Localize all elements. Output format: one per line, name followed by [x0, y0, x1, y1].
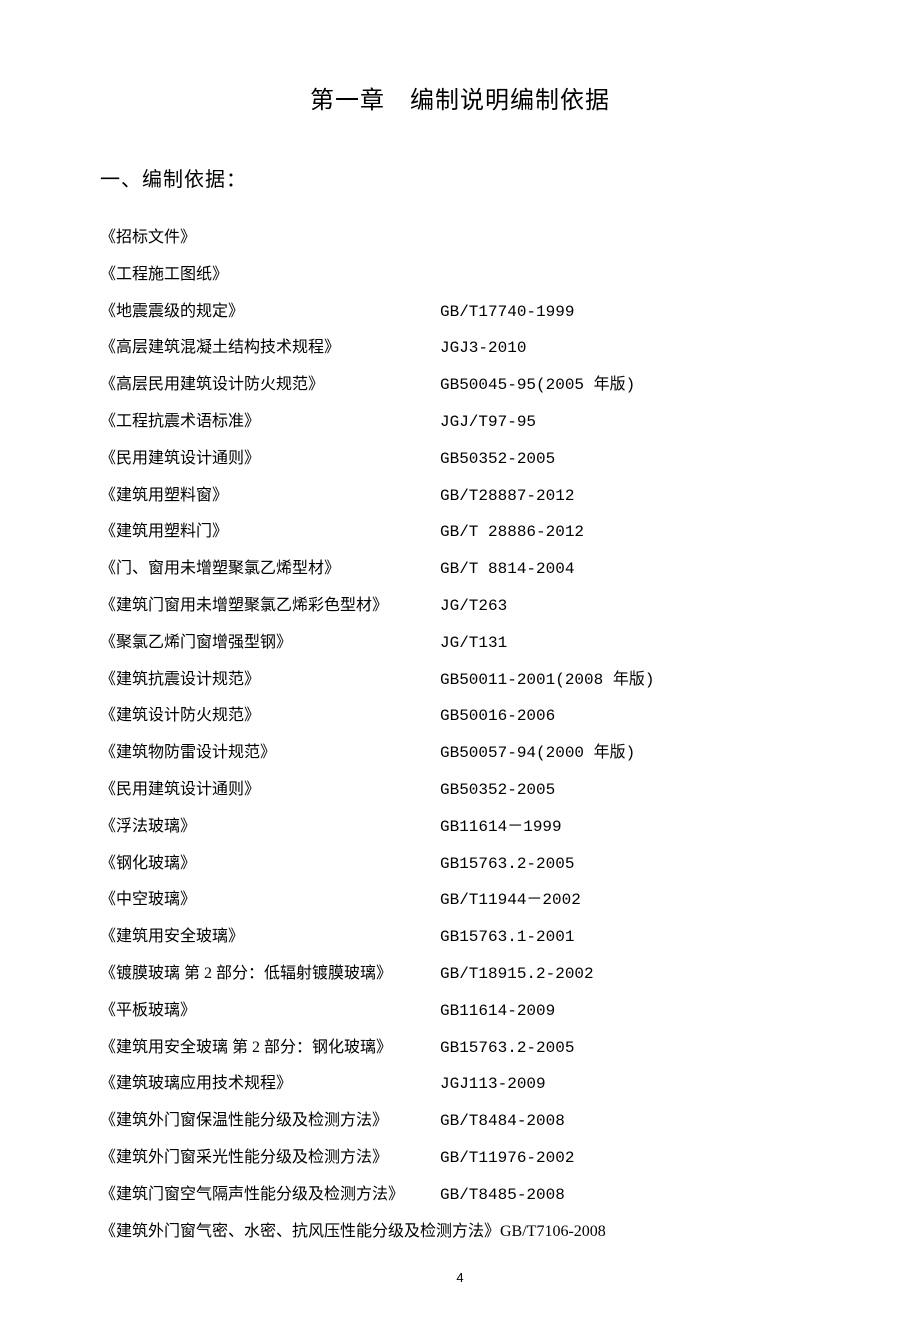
reference-line: 《建筑玻璃应用技术规程》JGJ113-2009 — [100, 1066, 820, 1103]
reference-code: GB/T17740-1999 — [440, 294, 574, 331]
reference-list: 《招标文件》《工程施工图纸》《地震震级的规定》GB/T17740-1999《高层… — [100, 220, 820, 1214]
reference-code: GB50045-95(2005 年版) — [440, 367, 635, 404]
reference-line: 《工程抗震术语标准》JGJ/T97-95 — [100, 404, 820, 441]
reference-line: 《高层民用建筑设计防火规范》GB50045-95(2005 年版) — [100, 367, 820, 404]
reference-line-last: 《建筑外门窗气密、水密、抗风压性能分级及检测方法》GB/T7106-2008 — [100, 1214, 820, 1251]
reference-code: GB15763.1-2001 — [440, 919, 574, 956]
reference-line: 《工程施工图纸》 — [100, 257, 820, 294]
reference-name: 《招标文件》 — [100, 220, 440, 257]
reference-code: GB50352-2005 — [440, 772, 555, 809]
reference-line: 《招标文件》 — [100, 220, 820, 257]
reference-code: GB/T8484-2008 — [440, 1103, 565, 1140]
reference-code: JGJ3-2010 — [440, 330, 526, 367]
reference-line: 《高层建筑混凝土结构技术规程》JGJ3-2010 — [100, 330, 820, 367]
reference-line: 《建筑抗震设计规范》GB50011-2001(2008 年版) — [100, 662, 820, 699]
reference-line: 《建筑用安全玻璃 第 2 部分：钢化玻璃》GB15763.2-2005 — [100, 1030, 820, 1067]
reference-name: 《高层民用建筑设计防火规范》 — [100, 367, 440, 404]
reference-name: 《建筑用安全玻璃》 — [100, 919, 440, 956]
reference-name: 《建筑外门窗采光性能分级及检测方法》 — [100, 1140, 440, 1177]
reference-code: GB/T 8814-2004 — [440, 551, 574, 588]
reference-line: 《镀膜玻璃 第 2 部分：低辐射镀膜玻璃》GB/T18915.2-2002 — [100, 956, 820, 993]
reference-name: 《聚氯乙烯门窗增强型钢》 — [100, 625, 440, 662]
reference-code: GB/T11976-2002 — [440, 1140, 574, 1177]
reference-code: JGJ113-2009 — [440, 1066, 546, 1103]
reference-name: 《建筑门窗空气隔声性能分级及检测方法》 — [100, 1177, 440, 1214]
reference-code: GB50057-94(2000 年版) — [440, 735, 635, 772]
reference-name: 《钢化玻璃》 — [100, 846, 440, 883]
reference-name: 《建筑物防雷设计规范》 — [100, 735, 440, 772]
reference-line: 《建筑外门窗保温性能分级及检测方法》GB/T8484-2008 — [100, 1103, 820, 1140]
reference-line: 《中空玻璃》GB/T11944－2002 — [100, 882, 820, 919]
reference-line: 《平板玻璃》GB11614-2009 — [100, 993, 820, 1030]
reference-name: 《建筑用安全玻璃 第 2 部分：钢化玻璃》 — [100, 1030, 440, 1067]
reference-code: GB/T8485-2008 — [440, 1177, 565, 1214]
reference-name: 《镀膜玻璃 第 2 部分：低辐射镀膜玻璃》 — [100, 956, 440, 993]
reference-code: GB/T 28886-2012 — [440, 514, 584, 551]
reference-name: 《民用建筑设计通则》 — [100, 441, 440, 478]
reference-code: GB11614－1999 — [440, 809, 562, 846]
reference-name: 《建筑玻璃应用技术规程》 — [100, 1066, 440, 1103]
reference-line: 《建筑用安全玻璃》GB15763.1-2001 — [100, 919, 820, 956]
reference-name: 《建筑用塑料门》 — [100, 514, 440, 551]
reference-line: 《建筑门窗用未增塑聚氯乙烯彩色型材》JG/T263 — [100, 588, 820, 625]
document-page: 第一章 编制说明编制依据 一、编制依据： 《招标文件》《工程施工图纸》《地震震级… — [0, 0, 920, 1325]
reference-line: 《聚氯乙烯门窗增强型钢》JG/T131 — [100, 625, 820, 662]
reference-line: 《建筑用塑料窗》GB/T28887-2012 — [100, 478, 820, 515]
reference-line: 《地震震级的规定》GB/T17740-1999 — [100, 294, 820, 331]
reference-name: 《浮法玻璃》 — [100, 809, 440, 846]
reference-name: 《建筑抗震设计规范》 — [100, 662, 440, 699]
reference-code: JG/T263 — [440, 588, 507, 625]
reference-code: GB15763.2-2005 — [440, 846, 574, 883]
reference-line: 《民用建筑设计通则》GB50352-2005 — [100, 772, 820, 809]
reference-code: GB/T28887-2012 — [440, 478, 574, 515]
reference-line: 《建筑用塑料门》GB/T 28886-2012 — [100, 514, 820, 551]
reference-code: GB/T11944－2002 — [440, 882, 581, 919]
reference-code: GB11614-2009 — [440, 993, 555, 1030]
reference-line: 《建筑设计防火规范》GB50016-2006 — [100, 698, 820, 735]
reference-code: JG/T131 — [440, 625, 507, 662]
reference-code: GB50011-2001(2008 年版) — [440, 662, 654, 699]
reference-code: GB/T18915.2-2002 — [440, 956, 594, 993]
reference-line: 《建筑外门窗采光性能分级及检测方法》GB/T11976-2002 — [100, 1140, 820, 1177]
reference-name: 《工程抗震术语标准》 — [100, 404, 440, 441]
reference-line: 《浮法玻璃》GB11614－1999 — [100, 809, 820, 846]
reference-line: 《民用建筑设计通则》GB50352-2005 — [100, 441, 820, 478]
reference-name: 《民用建筑设计通则》 — [100, 772, 440, 809]
reference-line: 《钢化玻璃》GB15763.2-2005 — [100, 846, 820, 883]
reference-name: 《建筑外门窗保温性能分级及检测方法》 — [100, 1103, 440, 1140]
reference-name: 《建筑用塑料窗》 — [100, 478, 440, 515]
chapter-title: 第一章 编制说明编制依据 — [100, 80, 820, 115]
reference-line: 《门、窗用未增塑聚氯乙烯型材》GB/T 8814-2004 — [100, 551, 820, 588]
reference-line: 《建筑物防雷设计规范》GB50057-94(2000 年版) — [100, 735, 820, 772]
reference-name: 《工程施工图纸》 — [100, 257, 440, 294]
section-heading: 一、编制依据： — [100, 163, 820, 192]
reference-name: 《平板玻璃》 — [100, 993, 440, 1030]
reference-name: 《门、窗用未增塑聚氯乙烯型材》 — [100, 551, 440, 588]
reference-name: 《高层建筑混凝土结构技术规程》 — [100, 330, 440, 367]
reference-code: GB50352-2005 — [440, 441, 555, 478]
page-number: 4 — [100, 1270, 820, 1285]
reference-name: 《建筑设计防火规范》 — [100, 698, 440, 735]
reference-code: JGJ/T97-95 — [440, 404, 536, 441]
reference-code: GB50016-2006 — [440, 698, 555, 735]
reference-code: GB15763.2-2005 — [440, 1030, 574, 1067]
reference-name: 《中空玻璃》 — [100, 882, 440, 919]
reference-name: 《地震震级的规定》 — [100, 294, 440, 331]
reference-name: 《建筑门窗用未增塑聚氯乙烯彩色型材》 — [100, 588, 440, 625]
reference-line: 《建筑门窗空气隔声性能分级及检测方法》GB/T8485-2008 — [100, 1177, 820, 1214]
